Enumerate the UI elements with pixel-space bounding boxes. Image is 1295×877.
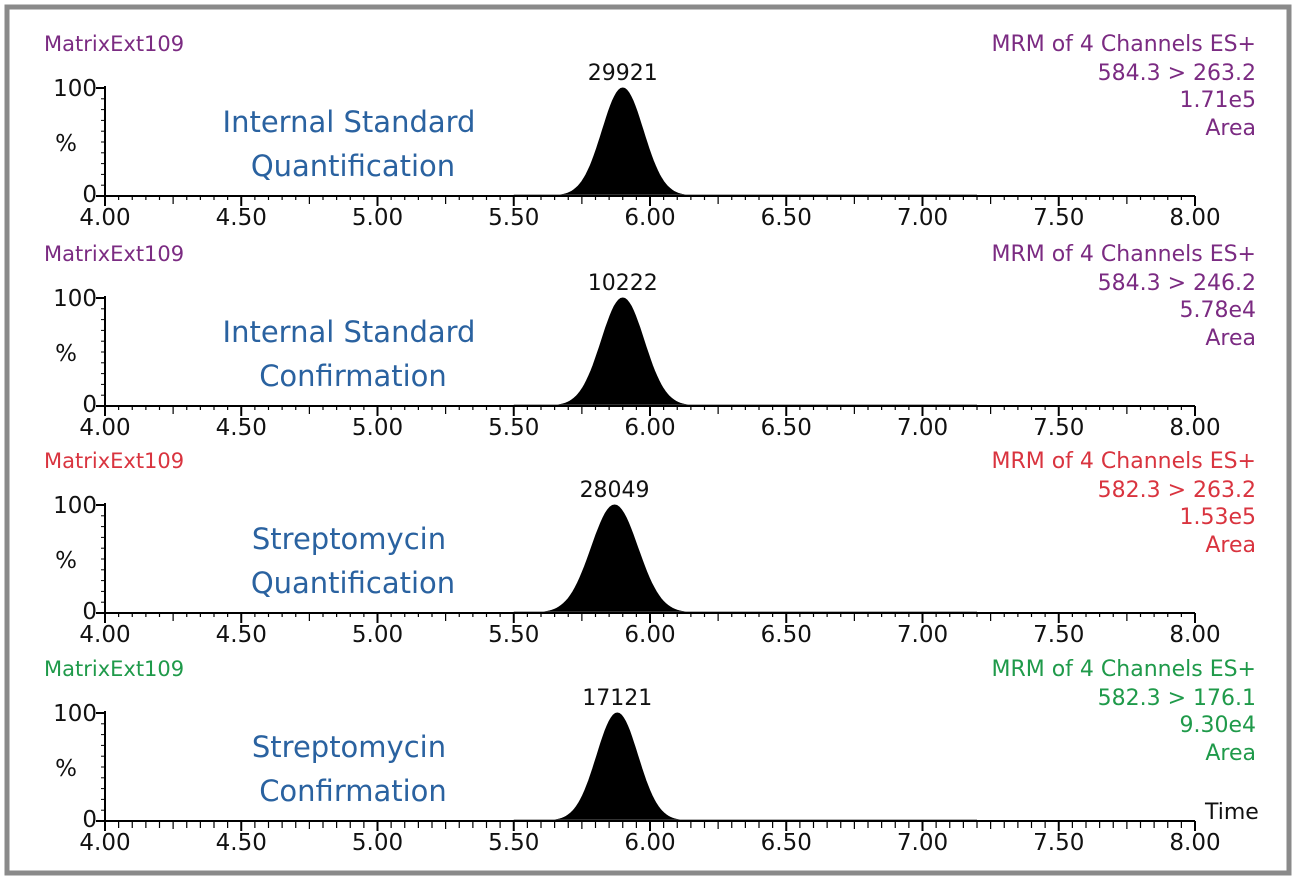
panel-title-line-1: Streptomycin [252, 522, 446, 556]
intensity-value: 9.30e4 [1179, 713, 1256, 738]
x-tick-label: 5.00 [352, 415, 403, 441]
x-tick-label: 7.50 [1033, 830, 1084, 856]
mrm-transition: 582.3 > 176.1 [1098, 686, 1256, 711]
function-label: MRM of 4 Channels ES+ [991, 657, 1256, 682]
intensity-value: 1.53e5 [1179, 505, 1256, 530]
x-tick-label: 8.00 [1169, 415, 1220, 441]
x-tick-label: 4.00 [79, 622, 130, 648]
function-label: MRM of 4 Channels ES+ [991, 449, 1256, 474]
mode-label: Area [1205, 326, 1256, 351]
peak-area-label: 29921 [588, 61, 658, 86]
x-tick-label: 6.50 [761, 622, 812, 648]
peak-area-label: 28049 [580, 478, 650, 503]
x-tick-label: 4.00 [79, 415, 130, 441]
x-tick-label: 6.50 [761, 415, 812, 441]
x-tick-label: 6.00 [624, 205, 675, 231]
chromatogram-panel-4: MatrixExt109 MRM of 4 Channels ES+ 582.3 >… [44, 657, 1259, 856]
y-axis-label: % [55, 131, 77, 157]
peak-area-label: 17121 [582, 686, 652, 711]
x-tick-label: 8.00 [1169, 205, 1220, 231]
x-tick-label: 4.50 [216, 830, 267, 856]
x-tick-label: 7.00 [897, 415, 948, 441]
x-tick-label: 5.00 [352, 205, 403, 231]
y-axis-label: % [55, 756, 77, 782]
x-axis-label: Time [1204, 800, 1259, 825]
chromatogram-panel-3: MatrixExt109 MRM of 4 Channels ES+ 582.3 >… [44, 449, 1256, 648]
intensity-value: 5.78e4 [1179, 298, 1256, 323]
y-axis-label: % [55, 341, 77, 367]
panel-title-line-1: Internal Standard [223, 315, 476, 349]
function-label: MRM of 4 Channels ES+ [991, 32, 1256, 57]
y-tick-label-100: 100 [53, 493, 97, 519]
sample-name: MatrixExt109 [44, 449, 184, 473]
panel-title-line-2: Confirmation [259, 774, 447, 808]
chromatogram-panel-2: MatrixExt109 MRM of 4 Channels ES+ 584.3 >… [44, 242, 1256, 441]
x-tick-label: 6.00 [624, 622, 675, 648]
x-tick-label: 7.50 [1033, 415, 1084, 441]
x-tick-label: 6.00 [624, 830, 675, 856]
y-tick-label-100: 100 [53, 76, 97, 102]
chromatogram-panel-1: MatrixExt109 MRM of 4 Channels ES+ 584.3 >… [44, 32, 1256, 231]
panel-title-line-2: Quantification [251, 566, 455, 600]
mrm-transition: 582.3 > 263.2 [1098, 478, 1256, 503]
x-tick-label: 4.00 [79, 205, 130, 231]
function-label: MRM of 4 Channels ES+ [991, 242, 1256, 267]
x-tick-label: 7.50 [1033, 205, 1084, 231]
x-tick-label: 7.00 [897, 830, 948, 856]
x-tick-label: 8.00 [1169, 622, 1220, 648]
x-tick-label: 5.50 [488, 415, 539, 441]
panel-title-line-1: Streptomycin [252, 730, 446, 764]
x-tick-label: 6.00 [624, 415, 675, 441]
x-tick-label: 4.50 [216, 415, 267, 441]
mode-label: Area [1205, 741, 1256, 766]
mrm-transition: 584.3 > 263.2 [1098, 61, 1256, 86]
y-tick-label-0: 0 [82, 182, 97, 208]
mode-label: Area [1205, 116, 1256, 141]
x-tick-label: 5.50 [488, 622, 539, 648]
x-tick-label: 8.00 [1169, 830, 1220, 856]
mode-label: Area [1205, 533, 1256, 558]
peak-area-label: 10222 [588, 271, 658, 296]
intensity-value: 1.71e5 [1179, 88, 1256, 113]
y-axis-label: % [55, 548, 77, 574]
x-tick-label: 4.50 [216, 205, 267, 231]
x-tick-label: 6.50 [761, 830, 812, 856]
sample-name: MatrixExt109 [44, 32, 184, 56]
x-tick-label: 5.50 [488, 205, 539, 231]
x-tick-label: 7.50 [1033, 622, 1084, 648]
sample-name: MatrixExt109 [44, 657, 184, 681]
y-tick-label-100: 100 [53, 286, 97, 312]
y-tick-label-0: 0 [82, 392, 97, 418]
panel-title-line-2: Quantification [251, 149, 455, 183]
x-tick-label: 7.00 [897, 205, 948, 231]
x-tick-label: 5.00 [352, 830, 403, 856]
panel-title-line-1: Internal Standard [223, 105, 476, 139]
x-tick-label: 6.50 [761, 205, 812, 231]
y-tick-label-100: 100 [53, 701, 97, 727]
panel-title-line-2: Confirmation [259, 359, 447, 393]
x-tick-label: 5.00 [352, 622, 403, 648]
x-tick-label: 5.50 [488, 830, 539, 856]
y-tick-label-0: 0 [82, 807, 97, 833]
mrm-transition: 584.3 > 246.2 [1098, 271, 1256, 296]
x-tick-label: 4.50 [216, 622, 267, 648]
x-tick-label: 4.00 [79, 830, 130, 856]
sample-name: MatrixExt109 [44, 242, 184, 266]
x-tick-label: 7.00 [897, 622, 948, 648]
y-tick-label-0: 0 [82, 599, 97, 625]
